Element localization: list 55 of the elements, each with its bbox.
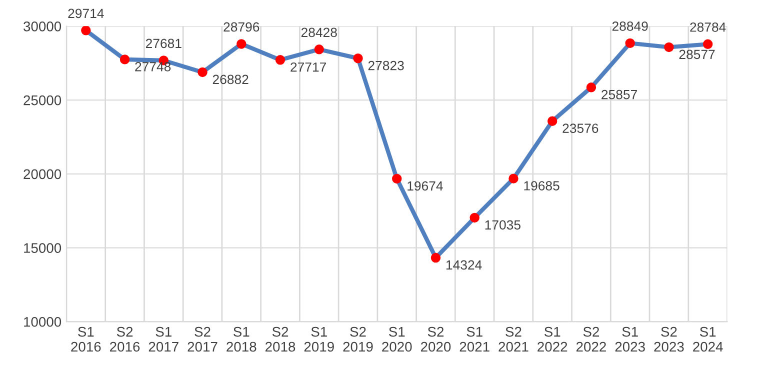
x-tick-label: S2 2022 — [576, 326, 606, 352]
point — [120, 54, 130, 64]
x-tick-label: S1 2022 — [538, 326, 568, 352]
point — [702, 39, 713, 50]
point — [236, 39, 246, 49]
x-tick-label: S1 2023 — [615, 326, 645, 352]
point — [664, 42, 674, 52]
point — [275, 55, 286, 65]
x-tick-label: S1 2019 — [304, 326, 334, 352]
data-label: 23576 — [562, 124, 598, 133]
point — [353, 53, 363, 64]
x-tick-label: S2 2023 — [654, 326, 684, 352]
data-label: 28784 — [690, 22, 726, 32]
data-label: 14324 — [446, 260, 482, 270]
data-label: 19674 — [408, 181, 443, 191]
y-tick-label: 20000 — [24, 169, 62, 180]
data-label: 27748 — [135, 62, 171, 72]
x-tick-label: S1 2018 — [226, 326, 256, 352]
data-label: 27823 — [368, 60, 404, 70]
data-label: 28577 — [679, 50, 715, 60]
point — [547, 116, 558, 126]
data-label: 17035 — [485, 220, 520, 230]
point — [586, 82, 596, 92]
point — [508, 174, 518, 184]
x-tick-label: S1 2020 — [382, 326, 412, 352]
x-tick-label: S1 2024 — [693, 326, 723, 352]
data-label: 28428 — [301, 28, 337, 38]
data-label: 28849 — [612, 22, 648, 31]
data-label: 29714 — [68, 8, 104, 18]
point — [198, 67, 208, 78]
x-tick-label: S2 2016 — [110, 326, 140, 352]
data-label: 27681 — [146, 38, 182, 48]
y-tick-label: 15000 — [24, 243, 62, 253]
x-tick-label: S2 2020 — [420, 326, 451, 352]
data-label: 27717 — [290, 62, 326, 72]
y-tick-label: 25000 — [24, 95, 62, 106]
point — [81, 26, 91, 36]
x-tick-label: S2 2021 — [498, 326, 528, 352]
y-tick-label: 10000 — [24, 316, 62, 327]
x-tick-label: S1 2016 — [71, 326, 101, 352]
x-tick-label: S2 2018 — [266, 326, 296, 352]
x-tick-label: S1 2021 — [460, 326, 490, 352]
data-label: 25857 — [602, 90, 637, 100]
x-tick-label: S2 2019 — [343, 326, 373, 352]
point — [625, 38, 635, 48]
point — [314, 44, 324, 54]
point — [470, 212, 480, 223]
data-label: 28796 — [224, 22, 260, 32]
x-tick-label: S2 2017 — [188, 326, 218, 352]
x-tick-label: S1 2017 — [148, 326, 178, 352]
point — [392, 174, 402, 184]
point — [430, 252, 441, 263]
y-tick-label: 30000 — [24, 22, 62, 32]
data-label: 26882 — [212, 74, 248, 84]
data-label: 19685 — [524, 181, 560, 190]
